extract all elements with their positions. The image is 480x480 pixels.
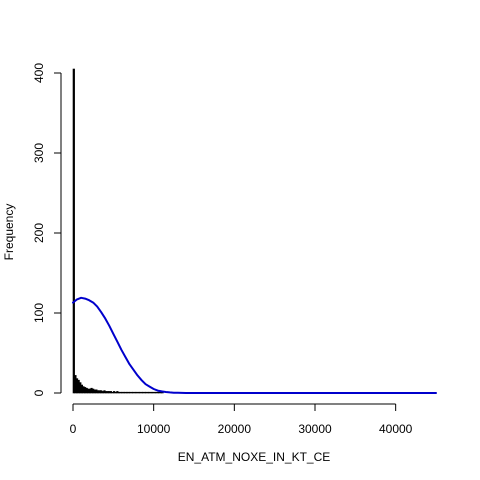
x-axis: 0 10000 20000 30000 40000	[70, 403, 413, 436]
y-tick-label: 400	[32, 63, 46, 83]
histogram-bar	[145, 391, 150, 394]
histogram-bar	[154, 391, 159, 394]
histogram-bar	[142, 391, 146, 394]
histogram-bar	[72, 68, 75, 394]
y-tick-label: 0	[32, 389, 46, 396]
y-tick-label: 300	[32, 143, 46, 163]
histogram-bar	[129, 391, 133, 394]
x-tick-label: 0	[70, 422, 77, 436]
histogram-bar	[132, 391, 137, 394]
histogram-bars	[72, 68, 164, 394]
y-tick-label: 200	[32, 223, 46, 243]
x-tick-label: 30000	[298, 422, 332, 436]
histogram-bar	[135, 391, 140, 394]
histogram-bar	[138, 391, 143, 394]
x-axis-label: EN_ATM_NOXE_IN_KT_CE	[178, 450, 331, 464]
x-tick-label: 40000	[379, 422, 413, 436]
y-tick-label: 100	[32, 303, 46, 323]
density-curve	[72, 296, 437, 394]
x-tick-label: 10000	[137, 422, 171, 436]
histogram-bar	[148, 391, 153, 394]
y-axis-label: Frequency	[2, 204, 16, 261]
y-axis: 0 100 200 300 400	[32, 63, 62, 396]
histogram-bar	[151, 391, 156, 394]
x-tick-label: 20000	[218, 422, 252, 436]
